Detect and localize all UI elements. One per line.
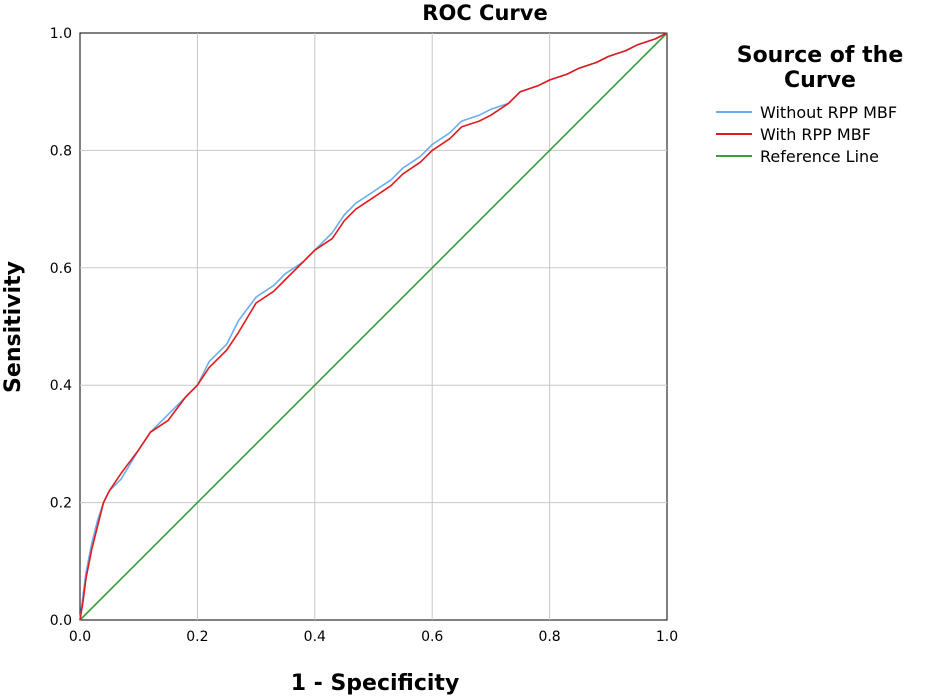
x-axis-label: 1 - Specificity <box>291 671 460 696</box>
x-tick-label: 0.8 <box>538 629 560 645</box>
x-tick-label: 0.4 <box>304 629 326 645</box>
legend-label-without-rpp-mbf: Without RPP MBF <box>760 103 897 122</box>
x-tick-label: 0.6 <box>421 629 443 645</box>
x-tick-label: 0.2 <box>186 629 208 645</box>
chart-title: ROC Curve <box>422 1 547 25</box>
y-tick-label: 0.4 <box>50 378 72 394</box>
y-tick-label: 0.8 <box>50 143 72 159</box>
legend: Source of the Curve Without RPP MBF With … <box>716 43 903 166</box>
y-tick-label: 0.0 <box>50 613 72 629</box>
legend-label-reference-line: Reference Line <box>760 147 879 166</box>
series-line-with-rpp-mbf <box>79 32 668 621</box>
y-tick-label: 0.6 <box>50 261 72 277</box>
x-tick-label: 0.0 <box>69 629 91 645</box>
y-tick-label: 1.0 <box>50 26 72 42</box>
x-axis-ticks: 0.0 0.2 0.4 0.6 0.8 1.0 <box>69 629 678 645</box>
legend-label-with-rpp-mbf: With RPP MBF <box>760 125 871 144</box>
plot-area <box>79 32 668 621</box>
y-tick-label: 0.2 <box>50 496 72 512</box>
y-axis-ticks: 0.0 0.2 0.4 0.6 0.8 1.0 <box>50 26 72 629</box>
gridlines <box>80 33 667 620</box>
series-line-reference-line <box>79 32 668 621</box>
legend-title-line-2: Curve <box>784 68 856 93</box>
legend-entries: Without RPP MBF With RPP MBF Reference Lin… <box>716 103 897 166</box>
x-tick-label: 1.0 <box>656 629 678 645</box>
series-lines <box>79 32 668 621</box>
y-axis-label: Sensitivity <box>1 261 26 393</box>
legend-title-line-1: Source of the <box>737 43 904 68</box>
